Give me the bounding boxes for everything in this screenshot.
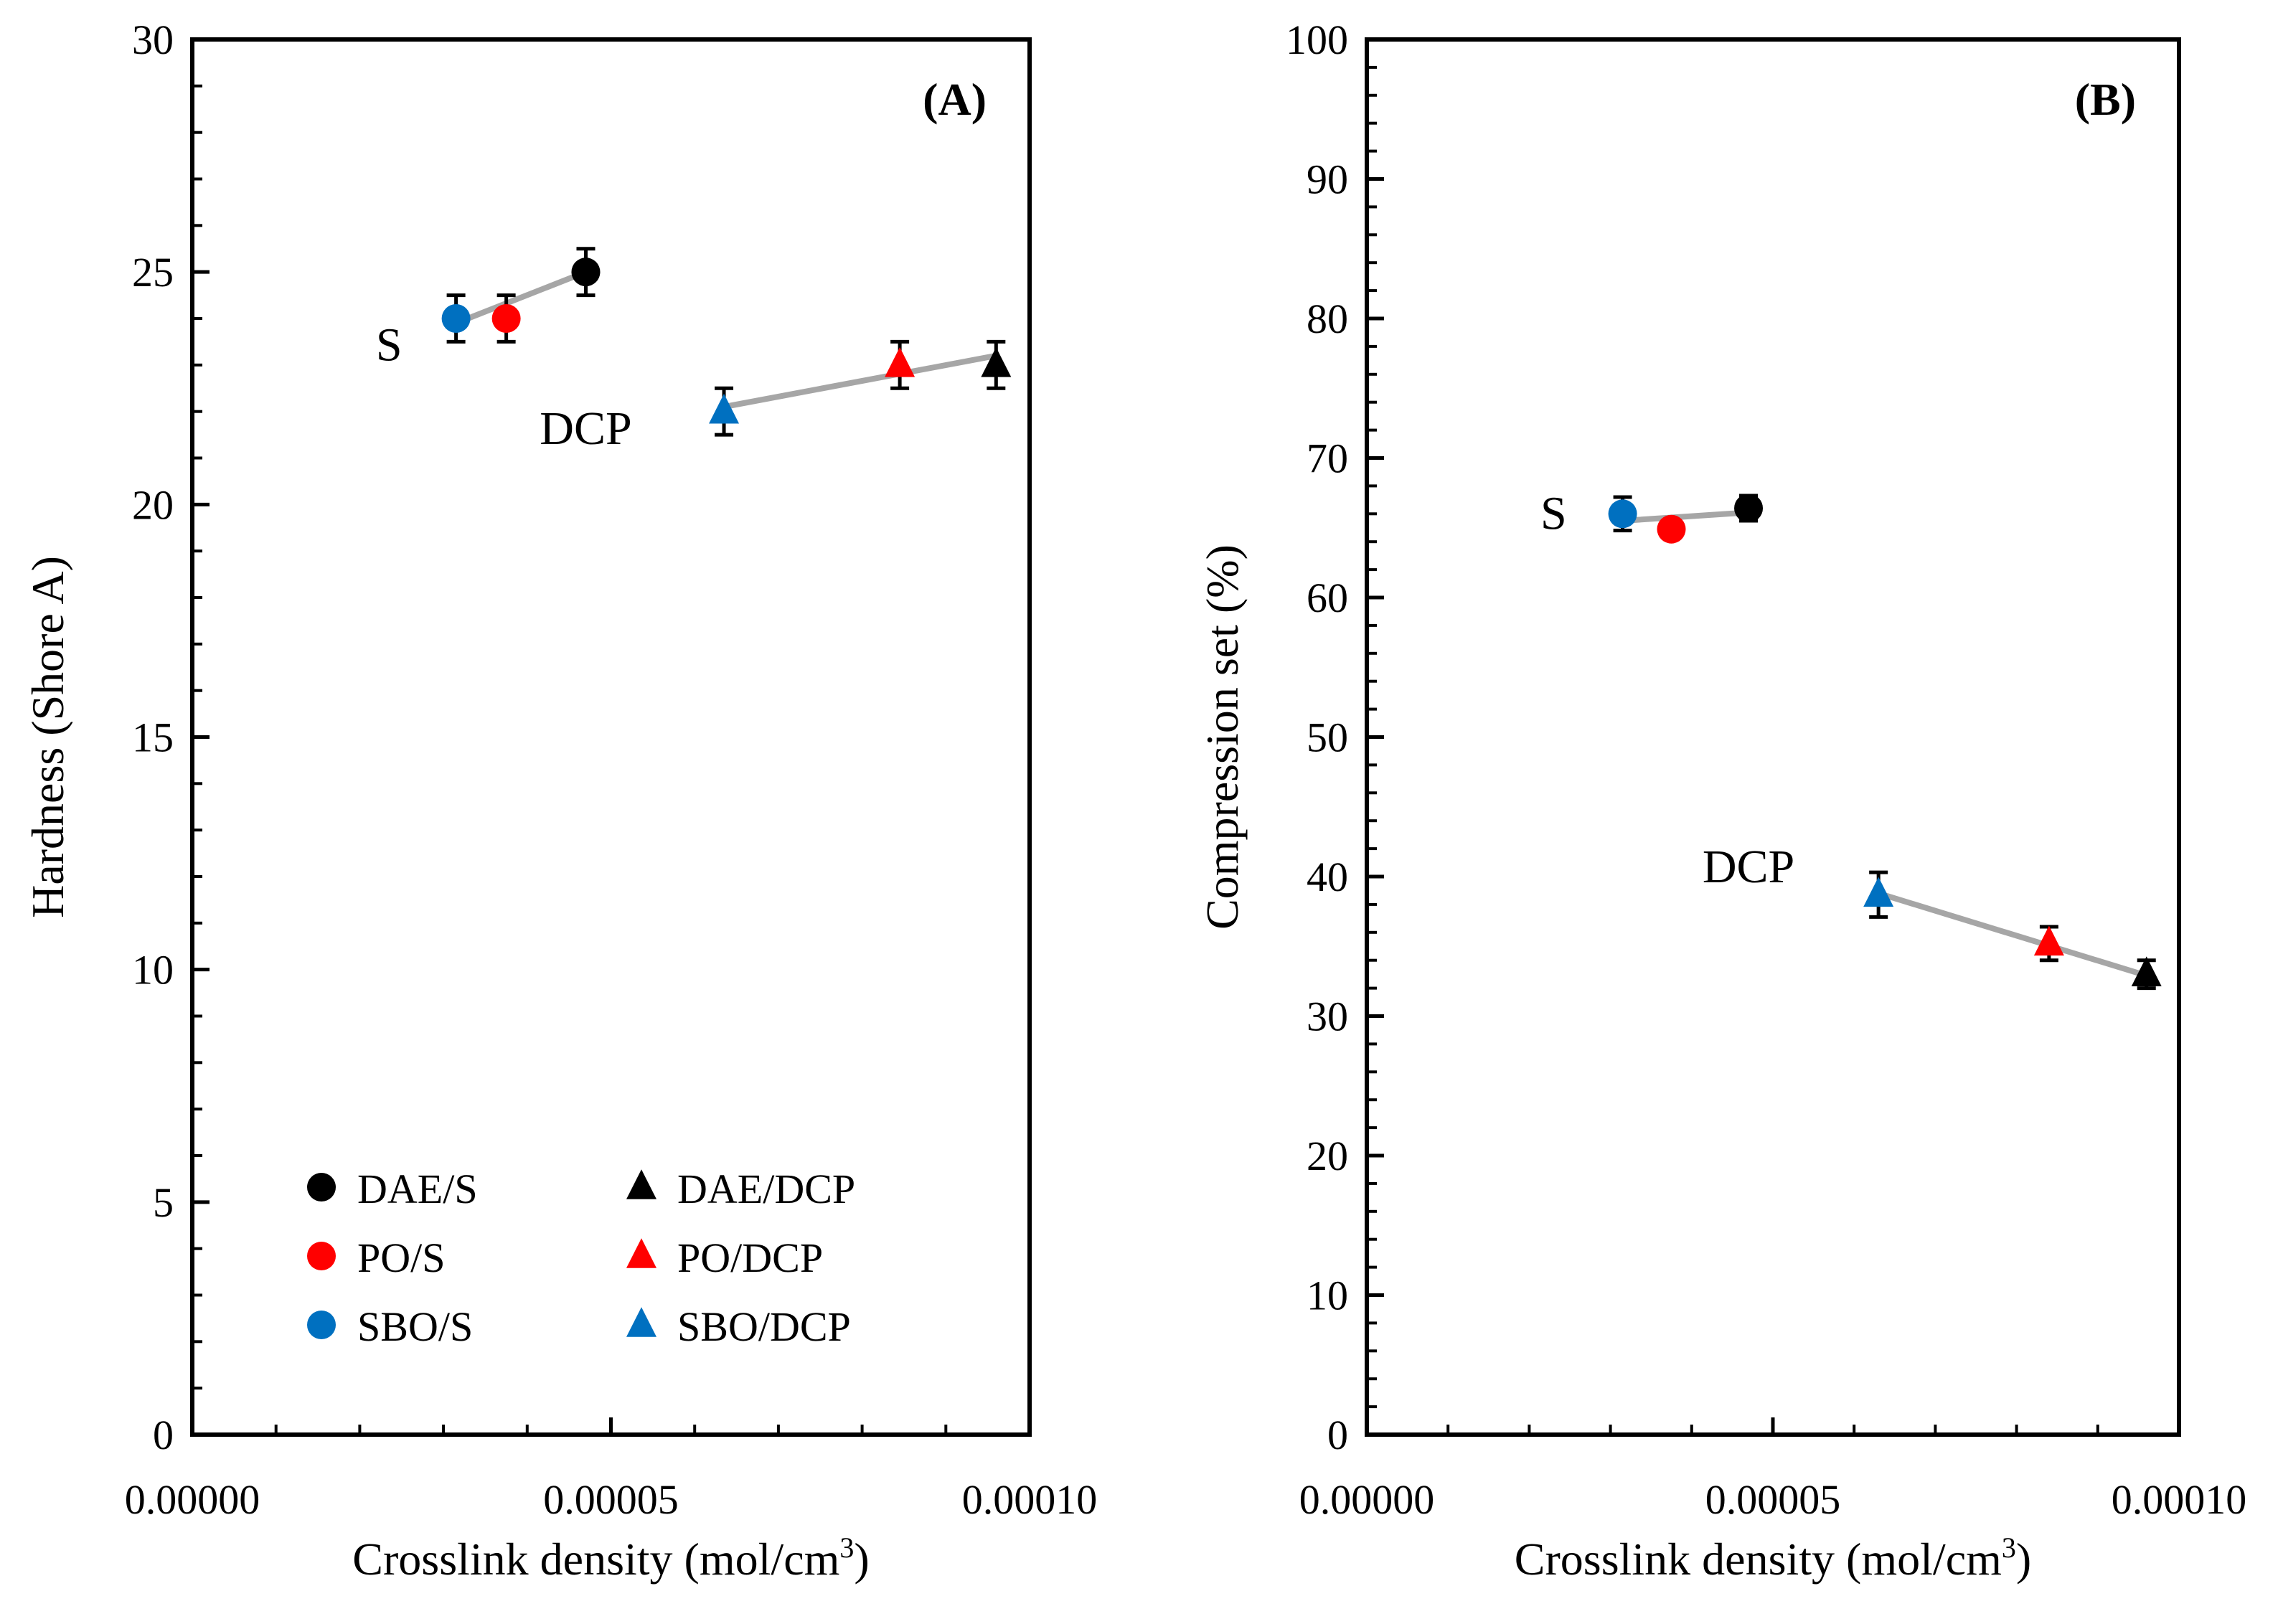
panel-a-hardness-chart: 0 5 10 15 20 25 30 0.00000 0.00005 0.00010 Crossli… <box>22 16 1097 1585</box>
y-tick-label: 30 <box>132 16 174 63</box>
legend-marker-dae-s <box>307 1173 336 1202</box>
x-tick-label: 0.00010 <box>962 1476 1098 1523</box>
legend-label-dae-dcp: DAE/DCP <box>677 1166 855 1212</box>
legend-label-dae-s: DAE/S <box>357 1166 478 1212</box>
legend-marker-dae-dcp <box>626 1169 656 1199</box>
y-tick-label: 0 <box>153 1412 174 1458</box>
point-sbo-s <box>1608 499 1637 529</box>
x-axis-title-text: Crosslink density (mol/cm <box>1515 1534 2002 1585</box>
x-tick-label: 0.00010 <box>2112 1476 2247 1523</box>
x-tick-label: 0.00005 <box>543 1476 679 1523</box>
legend-marker-sbo-dcp <box>626 1307 656 1337</box>
y-tick-label: 5 <box>153 1179 174 1226</box>
y-tick-label: 20 <box>132 481 174 528</box>
legend-label-sbo-s: SBO/S <box>357 1303 473 1350</box>
panel-b-compression-set-chart: 0 10 20 30 40 50 60 70 80 90 100 0.00000 0.00005 0.00… <box>1197 16 2246 1585</box>
x-axis-title-text: Crosslink density (mol/cm <box>352 1534 839 1585</box>
x-tick-label: 0.00000 <box>125 1476 260 1523</box>
trendline-dcp <box>1875 890 2150 979</box>
point-dae-s <box>571 258 601 287</box>
y-tick-label: 15 <box>132 714 174 761</box>
point-po-dcp <box>885 347 916 377</box>
point-dae-s <box>1734 494 1764 523</box>
group-label-s: S <box>376 318 403 371</box>
point-po-dcp <box>2033 925 2064 956</box>
point-sbo-dcp <box>709 393 740 424</box>
point-dae-dcp <box>2131 956 2162 986</box>
plot-frame <box>190 37 1032 1437</box>
point-dae-dcp <box>981 347 1012 377</box>
y-tick-label: 100 <box>1286 16 1348 63</box>
y-tick-label: 30 <box>1307 993 1348 1040</box>
legend-label-po-dcp: PO/DCP <box>677 1234 823 1281</box>
x-axis-title: Crosslink density (mol/cm3) <box>1515 1531 2031 1585</box>
y-tick-label: 20 <box>1307 1133 1348 1179</box>
trendline-s <box>453 269 589 326</box>
y-tick-label: 70 <box>1307 435 1348 482</box>
point-sbo-dcp <box>1863 877 1894 907</box>
legend-marker-po-dcp <box>626 1238 656 1268</box>
legend-label-po-s: PO/S <box>357 1234 446 1281</box>
panel-label: (B) <box>2075 74 2136 125</box>
y-tick-label: 50 <box>1307 714 1348 761</box>
group-label-dcp: DCP <box>1703 841 1794 893</box>
group-label-dcp: DCP <box>540 402 631 455</box>
y-tick-label: 0 <box>1327 1412 1348 1458</box>
y-tick-label: 80 <box>1307 296 1348 342</box>
point-po-s <box>1657 514 1686 544</box>
x-axis-title-superscript: 3 <box>839 1531 854 1564</box>
y-tick-label: 25 <box>132 249 174 296</box>
y-axis-title: Hardness (Shore A) <box>22 556 73 918</box>
legend-marker-sbo-s <box>307 1311 336 1339</box>
panel-label: (A) <box>923 74 987 125</box>
x-tick-label: 0.00005 <box>1705 1476 1841 1523</box>
y-axis-title: Compression set (%) <box>1197 544 1248 930</box>
trendline-s <box>1619 509 1752 524</box>
x-axis-title-superscript: 3 <box>2002 1531 2016 1564</box>
y-tick-label: 60 <box>1307 575 1348 621</box>
x-axis-title-suffix: ) <box>2016 1534 2031 1585</box>
plot-frame <box>1365 37 2181 1437</box>
y-tick-label: 10 <box>1307 1273 1348 1319</box>
point-po-s <box>491 304 521 333</box>
group-label-s: S <box>1540 488 1567 540</box>
x-axis-title: Crosslink density (mol/cm3) <box>352 1531 869 1585</box>
legend: DAE/S PO/S SBO/S DAE/DCP PO/DCP SBO/DCP <box>307 1166 855 1350</box>
x-axis-title-suffix: ) <box>854 1534 869 1585</box>
legend-marker-po-s <box>307 1242 336 1270</box>
legend-label-sbo-dcp: SBO/DCP <box>677 1303 851 1350</box>
x-tick-label: 0.00000 <box>1299 1476 1435 1523</box>
y-tick-label: 90 <box>1307 156 1348 203</box>
y-tick-label: 40 <box>1307 854 1348 900</box>
trendline-dcp <box>721 352 999 410</box>
y-tick-label: 10 <box>132 947 174 993</box>
point-sbo-s <box>441 304 471 333</box>
